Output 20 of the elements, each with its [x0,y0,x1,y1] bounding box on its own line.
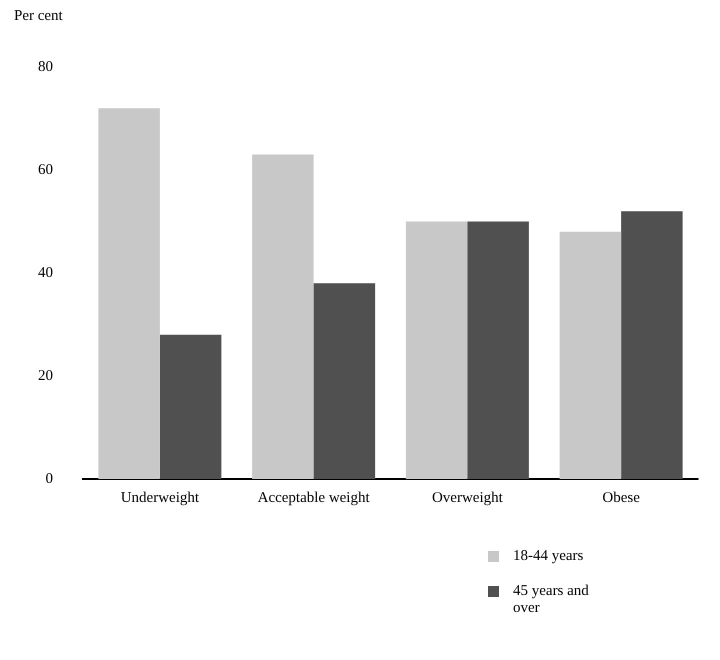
bar [160,334,222,479]
legend-label: 45 years and over [513,583,590,617]
bar [98,108,160,479]
bar [314,283,376,479]
bar [406,222,468,479]
x-tick-label: Obese [602,490,640,506]
bar [252,154,314,479]
x-tick-label: Acceptable weight [258,490,370,506]
y-tick-label: 40 [38,264,53,281]
bar [467,222,529,479]
x-tick-label: Overweight [432,490,504,506]
y-tick-label: 20 [38,368,53,384]
y-tick-label: 0 [46,470,53,487]
y-axis-title: Per cent [13,8,64,26]
bar [560,232,622,479]
y-tick-label: 80 [38,58,53,75]
legend-label: 18-44 years [513,548,584,565]
x-tick-label: Underweight [120,490,200,506]
bar [621,211,683,479]
y-tick-label: 60 [38,162,53,178]
